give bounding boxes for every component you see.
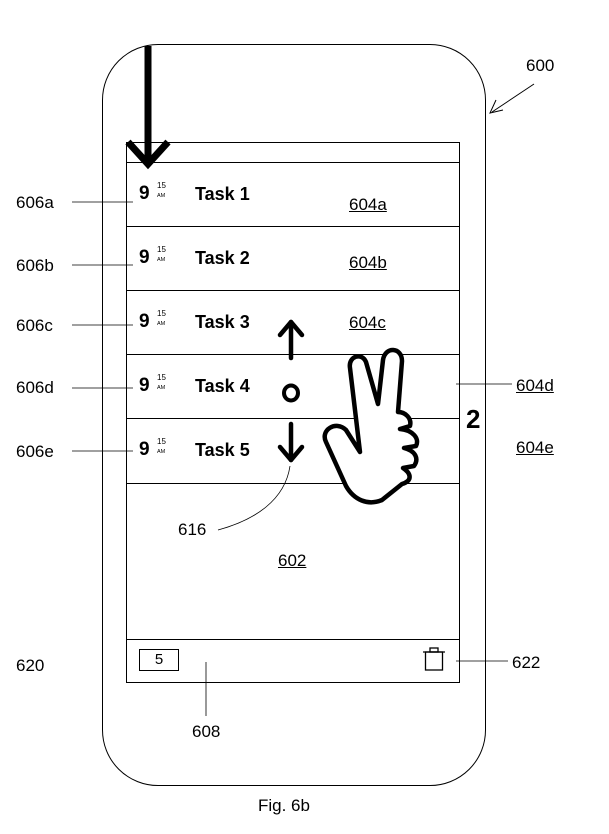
- device-leader-line: [492, 84, 534, 112]
- gesture-leader-line: [218, 466, 290, 530]
- time-leader-lines: [72, 202, 133, 451]
- two-finger-hand-icon: [325, 350, 417, 502]
- touch-point-icon: [284, 386, 298, 401]
